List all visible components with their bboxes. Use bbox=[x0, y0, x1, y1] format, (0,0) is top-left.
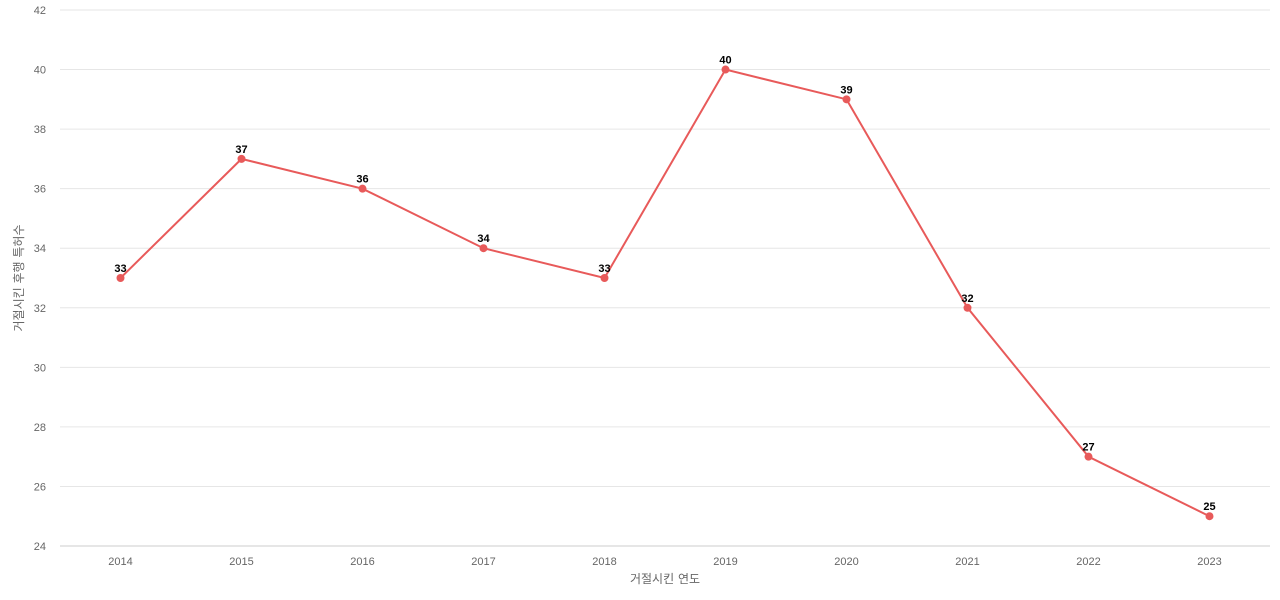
data-label: 39 bbox=[840, 84, 852, 96]
y-axis-title: 거절시킨 후행 특허수 bbox=[11, 225, 26, 332]
x-tick-label: 2019 bbox=[713, 556, 737, 568]
y-tick-label: 32 bbox=[34, 303, 46, 315]
data-point[interactable] bbox=[1205, 512, 1214, 521]
data-labels: 33 37 36 34 33 40 39 32 27 25 bbox=[114, 55, 1215, 514]
data-point[interactable] bbox=[237, 154, 246, 163]
data-label: 40 bbox=[719, 55, 731, 67]
data-point[interactable] bbox=[358, 184, 367, 193]
data-points bbox=[116, 65, 1214, 521]
x-axis-ticks: 2014 2015 2016 2017 2018 2019 2020 2021 2022 2023 bbox=[108, 556, 1221, 568]
y-tick-label: 38 bbox=[34, 124, 46, 136]
data-label: 32 bbox=[961, 293, 973, 305]
grid-lines bbox=[60, 9, 1270, 487]
data-point[interactable] bbox=[600, 274, 609, 282]
data-point[interactable] bbox=[963, 303, 972, 312]
data-point[interactable] bbox=[721, 65, 730, 74]
y-tick-label: 24 bbox=[34, 541, 46, 553]
y-tick-label: 36 bbox=[34, 184, 46, 196]
data-label: 36 bbox=[356, 174, 368, 186]
data-label: 27 bbox=[1082, 442, 1094, 454]
y-tick-label: 26 bbox=[34, 481, 46, 493]
data-label: 33 bbox=[114, 263, 126, 275]
series-line bbox=[119, 68, 1210, 518]
data-point[interactable] bbox=[116, 274, 125, 282]
y-tick-label: 42 bbox=[34, 5, 46, 17]
y-tick-label: 30 bbox=[34, 362, 46, 374]
data-label: 33 bbox=[598, 263, 610, 275]
x-tick-label: 2022 bbox=[1076, 556, 1100, 568]
x-tick-label: 2015 bbox=[229, 556, 253, 568]
x-axis-title: 거절시킨 연도 bbox=[630, 572, 700, 586]
data-label: 25 bbox=[1203, 501, 1215, 513]
y-tick-label: 40 bbox=[34, 65, 46, 77]
data-label: 37 bbox=[235, 144, 247, 156]
x-tick-label: 2020 bbox=[834, 556, 858, 568]
x-tick-label: 2018 bbox=[592, 556, 616, 568]
data-point[interactable] bbox=[1084, 452, 1093, 461]
x-tick-label: 2021 bbox=[955, 556, 979, 568]
data-point[interactable] bbox=[842, 95, 851, 104]
x-tick-label: 2017 bbox=[471, 556, 495, 568]
x-tick-label: 2014 bbox=[108, 556, 132, 568]
y-axis-ticks: 24 26 28 30 32 34 36 38 40 42 bbox=[34, 5, 46, 553]
data-label: 34 bbox=[477, 233, 490, 245]
data-point[interactable] bbox=[479, 244, 488, 253]
y-tick-label: 28 bbox=[34, 422, 46, 434]
y-tick-label: 34 bbox=[34, 243, 46, 255]
x-tick-label: 2016 bbox=[350, 556, 374, 568]
x-tick-label: 2023 bbox=[1197, 556, 1221, 568]
